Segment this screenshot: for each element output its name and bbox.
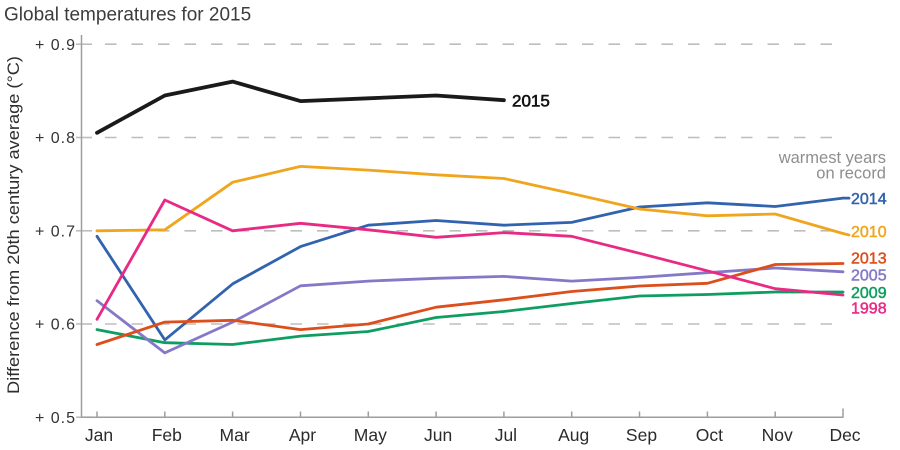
svg-text:2013: 2013 [851, 251, 887, 268]
svg-text:Nov: Nov [762, 425, 793, 445]
svg-text:Global temperatures for 2015: Global temperatures for 2015 [4, 5, 251, 26]
svg-text:2015: 2015 [512, 92, 550, 111]
svg-text:2009: 2009 [851, 285, 887, 302]
svg-text:May: May [354, 425, 387, 445]
svg-text:Jan: Jan [85, 425, 113, 445]
svg-text:+ 0.9: + 0.9 [35, 37, 76, 54]
svg-text:+ 0.5: + 0.5 [35, 410, 76, 427]
svg-text:+ 0.8: + 0.8 [35, 130, 76, 147]
svg-text:2014: 2014 [851, 191, 887, 208]
svg-text:Feb: Feb [152, 425, 182, 445]
svg-text:Jun: Jun [424, 425, 452, 445]
svg-text:Difference from 20th century a: Difference from 20th century average (°C… [5, 56, 23, 394]
svg-text:on record: on record [816, 165, 886, 183]
svg-text:Aug: Aug [558, 425, 589, 445]
svg-text:Mar: Mar [220, 425, 250, 445]
svg-text:1998: 1998 [851, 301, 887, 318]
svg-text:Apr: Apr [289, 425, 316, 445]
svg-text:2005: 2005 [851, 268, 887, 285]
svg-text:Sep: Sep [626, 425, 657, 445]
svg-text:+ 0.7: + 0.7 [35, 223, 76, 240]
svg-text:Oct: Oct [696, 425, 723, 445]
svg-text:+ 0.6: + 0.6 [35, 317, 76, 334]
svg-text:warmest years: warmest years [778, 149, 886, 167]
svg-text:Dec: Dec [829, 425, 860, 445]
svg-text:Jul: Jul [495, 425, 517, 445]
svg-text:2010: 2010 [851, 224, 887, 241]
